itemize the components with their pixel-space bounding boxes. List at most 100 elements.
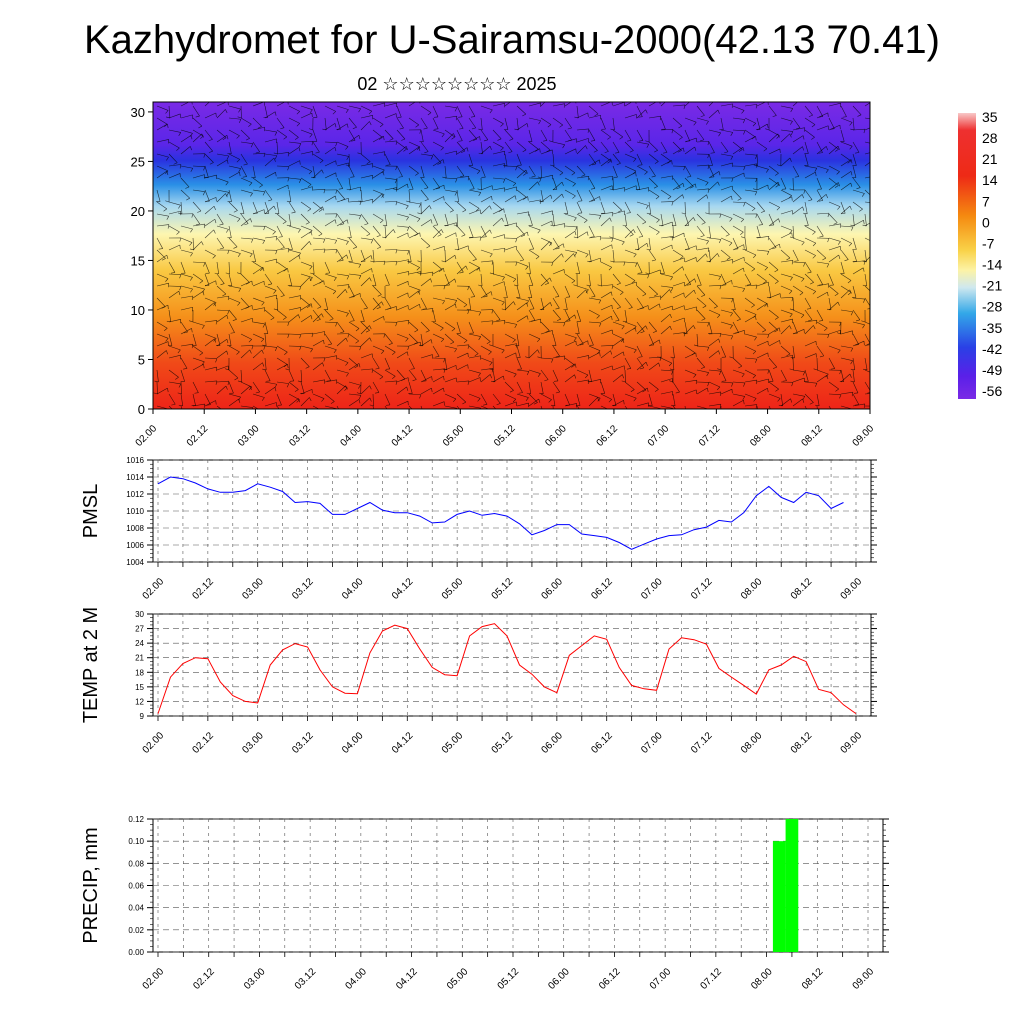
- wind-barb: [552, 243, 564, 251]
- wind-barb: [204, 393, 211, 405]
- wind-barb: [552, 405, 554, 409]
- wind-barb: [228, 369, 239, 379]
- wind-barb: [552, 297, 560, 309]
- wind-barb: [276, 165, 290, 167]
- wind-barb: [852, 309, 861, 320]
- wind-barb-flag: [818, 152, 823, 154]
- wind-barb-flag: [251, 345, 254, 350]
- wind-barb: [408, 381, 413, 394]
- wind-barb: [312, 248, 325, 251]
- wind-barb-flag: [166, 254, 169, 259]
- wind-barb: [240, 165, 247, 177]
- wind-barb: [468, 189, 481, 193]
- wind-barb: [516, 297, 529, 302]
- wind-barb-flag: [282, 221, 287, 224]
- wind-barb-flag: [489, 368, 494, 371]
- wind-barb-flag: [496, 403, 501, 406]
- wind-barb: [684, 345, 696, 353]
- wind-barb-flag: [430, 155, 434, 160]
- wind-barb: [732, 267, 744, 275]
- wind-barb-flag: [280, 295, 285, 298]
- wind-barb: [432, 177, 441, 188]
- wind-barb: [192, 201, 202, 212]
- wind-barb-flag: [449, 210, 454, 213]
- wind-barb: [300, 151, 313, 155]
- wind-barb-flag: [538, 120, 541, 125]
- wind-barb-flag: [814, 168, 818, 172]
- wind-barb: [576, 369, 589, 376]
- wind-barb: [168, 273, 182, 275]
- wind-barb: [828, 254, 839, 263]
- wind-barb-flag: [322, 206, 325, 211]
- wind-barb-flag: [309, 109, 313, 114]
- wind-barb-flag: [842, 116, 847, 118]
- wind-barb-flag: [440, 338, 445, 343]
- wind-barb: [300, 277, 310, 287]
- wind-barb-flag: [719, 128, 724, 131]
- wind-barb: [864, 381, 870, 391]
- wind-barb: [288, 273, 293, 286]
- wind-barb-flag: [857, 114, 862, 117]
- wind-barb-flag: [850, 347, 854, 352]
- wind-barb-flag: [393, 229, 396, 234]
- wind-barb: [744, 129, 756, 137]
- wind-barb: [360, 189, 363, 202]
- wind-barb-flag: [789, 157, 792, 162]
- wind-barb-flag: [251, 407, 254, 409]
- wind-barb: [240, 117, 252, 125]
- wind-barb-flag: [611, 345, 614, 350]
- wind-barb: [372, 297, 381, 308]
- wind-barb-flag: [248, 339, 252, 343]
- wind-barb-flag: [233, 246, 238, 249]
- wind-barb-flag: [294, 137, 299, 140]
- wind-barb-flag: [178, 205, 181, 209]
- wind-barb-flag: [693, 121, 697, 126]
- wind-barb: [516, 261, 529, 267]
- x-tick-label: 04.00: [340, 576, 366, 602]
- wind-barb: [240, 280, 253, 287]
- wind-barb-flag: [590, 236, 595, 238]
- wind-barb: [468, 345, 479, 354]
- wind-barb: [372, 273, 377, 286]
- wind-barb-flag: [453, 133, 456, 138]
- wind-barb-flag: [236, 135, 240, 139]
- wind-barb: [300, 225, 313, 231]
- wind-barb: [264, 172, 276, 179]
- wind-barb: [456, 225, 466, 236]
- wind-barb-flag: [790, 131, 794, 136]
- wind-barb-flag: [332, 111, 336, 115]
- wind-barb: [624, 381, 635, 390]
- wind-barb-flag: [802, 371, 806, 376]
- wind-barb: [768, 177, 780, 186]
- wind-barb-flag: [405, 205, 409, 210]
- wind-barb-flag: [298, 179, 302, 184]
- wind-barb: [756, 352, 768, 359]
- wind-barb-flag: [227, 344, 232, 347]
- wind-barb: [600, 129, 611, 138]
- wind-barb: [636, 213, 647, 223]
- wind-barb: [408, 146, 419, 155]
- wind-barb-flag: [369, 397, 372, 402]
- wind-barb-flag: [514, 195, 517, 200]
- wind-barb-flag: [635, 262, 638, 267]
- wind-barb: [300, 345, 313, 350]
- wind-barb-flag: [803, 212, 808, 215]
- wind-barb-flag: [835, 388, 839, 392]
- wind-barb: [588, 159, 600, 167]
- wind-barb-flag: [525, 266, 529, 270]
- wind-barb: [468, 209, 481, 215]
- wind-barb: [840, 237, 852, 244]
- wind-barb: [348, 381, 361, 386]
- wind-barb: [540, 174, 553, 179]
- temperature-field: [153, 102, 870, 409]
- wind-barb-flag: [259, 268, 264, 272]
- wind-barb: [744, 273, 752, 285]
- wind-barb-flag: [165, 110, 169, 114]
- wind-barb: [528, 398, 539, 407]
- wind-barb-flag: [296, 111, 300, 115]
- wind-barb-flag: [345, 385, 348, 390]
- wind-barb-flag: [521, 234, 525, 237]
- wind-barb: [744, 261, 755, 270]
- wind-barb-flag: [694, 98, 696, 102]
- wind-barb: [480, 260, 493, 263]
